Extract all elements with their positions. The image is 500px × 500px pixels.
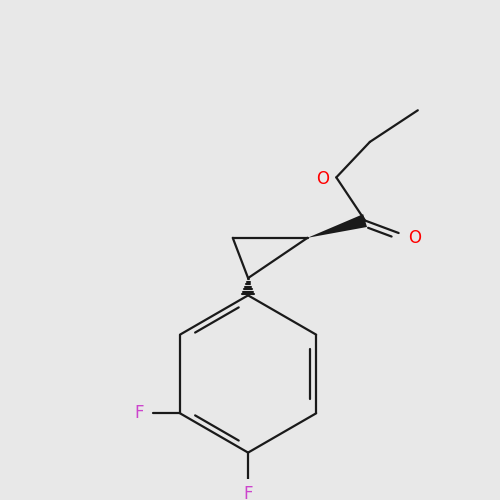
Text: O: O [316,170,330,188]
Text: F: F [134,404,143,422]
Text: F: F [244,485,253,500]
Polygon shape [308,214,367,238]
Text: O: O [408,229,422,247]
